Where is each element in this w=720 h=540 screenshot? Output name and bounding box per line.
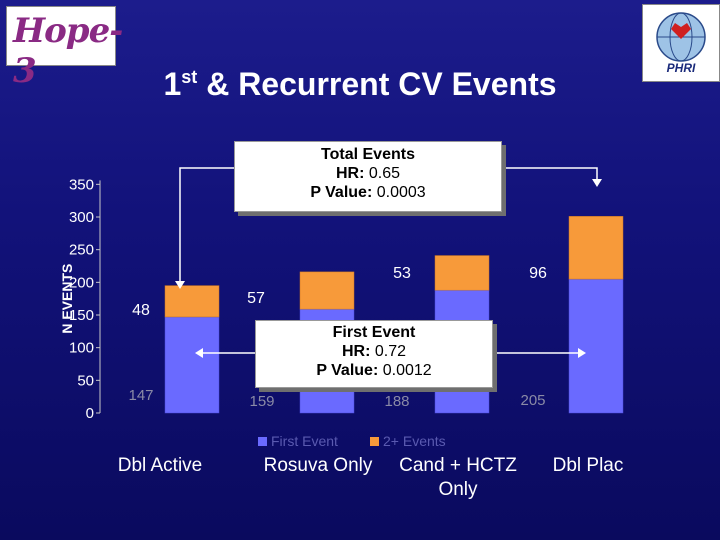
first-hr-label: HR:	[341, 343, 371, 360]
category-label-cand-hctz: Cand + HCTZ Only	[390, 454, 526, 502]
phri-logo-text: PHRI	[666, 61, 696, 75]
total-hr-label: HR:	[335, 165, 365, 182]
legend-label-first-event: First Event	[271, 433, 338, 449]
bar-recurrent-events	[568, 216, 624, 280]
first-event-value-label: 205	[520, 392, 545, 409]
category-label-cand-line2: Only	[438, 479, 478, 500]
page-title: 1st & Recurrent CV Events	[0, 66, 720, 103]
legend-swatch-first-event	[258, 437, 267, 446]
bar-recurrent-events	[164, 285, 220, 318]
total-events-callout: Total Events HR: 0.65 P Value: 0.0003	[234, 141, 502, 212]
category-label-cand-line1: Cand + HCTZ	[399, 455, 517, 476]
hope3-logo: Hope-3	[6, 6, 123, 91]
first-p-value: 0.0012	[378, 362, 432, 379]
y-tick-label: 300	[69, 209, 94, 226]
bar-recurrent-events	[299, 271, 355, 310]
title-sup: st	[181, 67, 198, 87]
total-p-label: P Value:	[310, 184, 373, 201]
y-tick-label: 350	[69, 176, 94, 193]
recurrent-value-label: 57	[247, 290, 265, 307]
arrow-first-left-head	[195, 348, 203, 358]
title-main: 1	[163, 66, 182, 102]
category-label-rosuva: Rosuva Only	[263, 455, 373, 476]
first-event-value-label: 147	[128, 387, 153, 404]
legend-label-recurrent: 2+ Events	[383, 433, 446, 449]
bar-recurrent-events	[434, 255, 490, 291]
recurrent-value-label: 53	[393, 265, 411, 282]
legend-swatch-recurrent	[370, 437, 379, 446]
y-tick-label: 250	[69, 242, 94, 259]
bar-first-event	[164, 316, 220, 414]
y-tick-label: 50	[77, 372, 94, 389]
first-event-callout: First Event HR: 0.72 P Value: 0.0012	[255, 320, 493, 388]
y-tick-label: 0	[86, 405, 94, 422]
arrow-first-right-head	[578, 348, 586, 358]
first-event-value-label: 188	[384, 393, 409, 410]
title-rest: & Recurrent CV Events	[197, 66, 557, 102]
arrow-total-right-head	[592, 179, 602, 187]
hope3-logo-text: Hope-3	[13, 11, 123, 91]
total-callout-heading: Total Events	[321, 146, 415, 163]
first-hr-value: 0.72	[370, 343, 407, 360]
category-label-dbl-active: Dbl Active	[117, 455, 203, 476]
bar-first-event	[568, 278, 624, 414]
category-label-dbl-plac: Dbl Plac	[552, 455, 624, 476]
arrow-total-right	[502, 167, 598, 180]
y-tick-label: 200	[69, 274, 94, 291]
first-event-value-label: 159	[249, 393, 274, 410]
recurrent-value-label: 96	[529, 265, 547, 282]
total-hr-value: 0.65	[364, 165, 401, 182]
arrow-total-left	[179, 167, 234, 282]
total-p-value: 0.0003	[372, 184, 426, 201]
first-p-label: P Value:	[316, 362, 379, 379]
arrow-total-left-head	[175, 281, 185, 289]
globe-icon	[656, 12, 706, 62]
y-axis-title: N EVENTS	[59, 264, 75, 334]
y-tick-label: 100	[69, 340, 94, 357]
y-tick-label: 150	[69, 307, 94, 324]
first-callout-heading: First Event	[332, 324, 416, 341]
recurrent-value-label: 48	[132, 302, 150, 319]
